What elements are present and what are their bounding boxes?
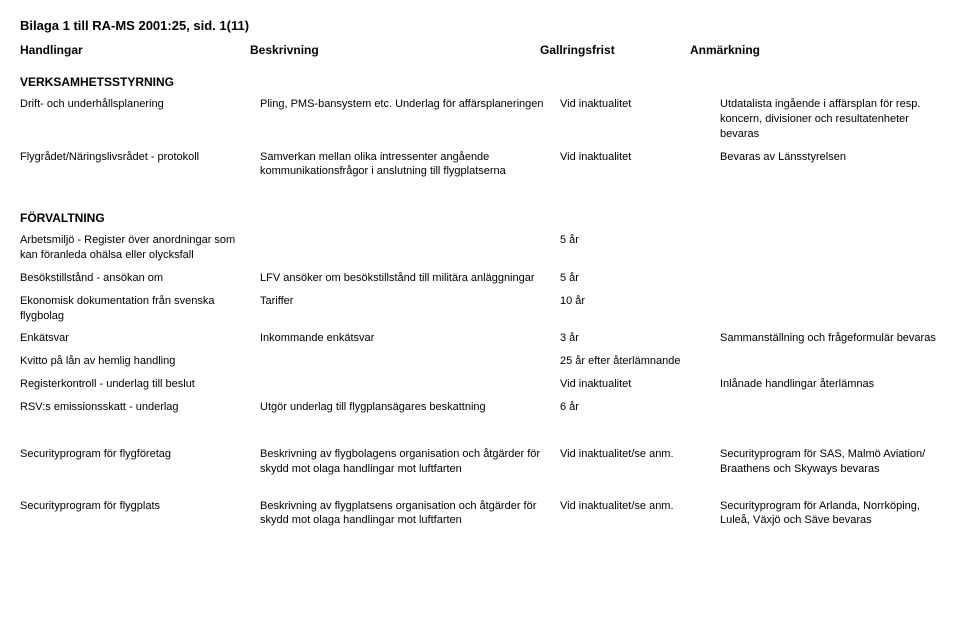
cell-gallringsfrist: Vid inaktualitet [560, 150, 720, 165]
cell-beskrivning: Samverkan mellan olika intressenter angå… [260, 150, 560, 180]
table-row: Flygrådet/Näringslivsrådet - protokoll S… [20, 150, 940, 180]
cell-anmarkning: Utdatalista ingående i affärsplan för re… [720, 97, 940, 142]
header-anmarkning: Anmärkning [690, 43, 940, 57]
cell-handlingar: Besökstillstånd - ansökan om [20, 271, 260, 286]
cell-gallringsfrist: 5 år [560, 233, 720, 248]
cell-handlingar: Drift- och underhållsplanering [20, 97, 260, 112]
cell-gallringsfrist: 25 år efter återlämnande [560, 354, 720, 369]
table-row: Drift- och underhållsplanering Pling, PM… [20, 97, 940, 142]
header-handlingar: Handlingar [20, 43, 250, 57]
section-title-verksamhetsstyrning: VERKSAMHETSSTYRNING [20, 75, 940, 89]
cell-beskrivning: Beskrivning av flygbolagens organisation… [260, 447, 560, 477]
spacer [20, 485, 940, 499]
doc-title: Bilaga 1 till RA-MS 2001:25, sid. 1(11) [20, 18, 940, 33]
cell-handlingar: Arbetsmiljö - Register över anordningar … [20, 233, 260, 263]
cell-gallringsfrist: Vid inaktualitet [560, 377, 720, 392]
table-row: Ekonomisk dokumentation från svenska fly… [20, 294, 940, 324]
cell-beskrivning: Utgör underlag till flygplansägares besk… [260, 400, 560, 415]
cell-gallringsfrist: Vid inaktualitet [560, 97, 720, 112]
cell-beskrivning: Pling, PMS-bansystem etc. Underlag för a… [260, 97, 560, 112]
section-title-forvaltning: FÖRVALTNING [20, 211, 940, 225]
cell-anmarkning: Securityprogram för Arlanda, Norrköping,… [720, 499, 940, 529]
cell-handlingar: Registerkontroll - underlag till beslut [20, 377, 260, 392]
header-gallringsfrist: Gallringsfrist [540, 43, 690, 57]
cell-handlingar: Securityprogram för flygföretag [20, 447, 260, 462]
table-row: RSV:s emissionsskatt - underlag Utgör un… [20, 400, 940, 415]
table-row: Kvitto på lån av hemlig handling 25 år e… [20, 354, 940, 369]
table-row: Registerkontroll - underlag till beslut … [20, 377, 940, 392]
cell-handlingar: Securityprogram för flygplats [20, 499, 260, 514]
cell-anmarkning: Bevaras av Länsstyrelsen [720, 150, 940, 165]
cell-gallringsfrist: Vid inaktualitet/se anm. [560, 447, 720, 462]
column-headers: Handlingar Beskrivning Gallringsfrist An… [20, 43, 940, 57]
cell-handlingar: Flygrådet/Näringslivsrådet - protokoll [20, 150, 260, 165]
cell-beskrivning: LFV ansöker om besökstillstånd till mili… [260, 271, 560, 286]
cell-gallringsfrist: Vid inaktualitet/se anm. [560, 499, 720, 514]
table-row: Besökstillstånd - ansökan om LFV ansöker… [20, 271, 940, 286]
cell-beskrivning: Beskrivning av flygplatsens organisation… [260, 499, 560, 529]
cell-anmarkning: Inlånade handlingar återlämnas [720, 377, 940, 392]
spacer [20, 187, 940, 201]
cell-handlingar: Kvitto på lån av hemlig handling [20, 354, 260, 369]
header-beskrivning: Beskrivning [250, 43, 540, 57]
cell-gallringsfrist: 3 år [560, 331, 720, 346]
cell-handlingar: Enkätsvar [20, 331, 260, 346]
cell-handlingar: Ekonomisk dokumentation från svenska fly… [20, 294, 260, 324]
spacer [20, 423, 940, 447]
table-row: Arbetsmiljö - Register över anordningar … [20, 233, 940, 263]
table-row: Securityprogram för flygföretag Beskrivn… [20, 447, 940, 477]
table-row: Enkätsvar Inkommande enkätsvar 3 år Samm… [20, 331, 940, 346]
cell-gallringsfrist: 6 år [560, 400, 720, 415]
cell-beskrivning: Tariffer [260, 294, 560, 309]
cell-handlingar: RSV:s emissionsskatt - underlag [20, 400, 260, 415]
cell-beskrivning: Inkommande enkätsvar [260, 331, 560, 346]
table-row: Securityprogram för flygplats Beskrivnin… [20, 499, 940, 529]
cell-anmarkning: Securityprogram för SAS, Malmö Aviation/… [720, 447, 940, 477]
page: Bilaga 1 till RA-MS 2001:25, sid. 1(11) … [0, 0, 960, 556]
cell-anmarkning: Sammanställning och frågeformulär bevara… [720, 331, 940, 346]
cell-gallringsfrist: 10 år [560, 294, 720, 309]
cell-gallringsfrist: 5 år [560, 271, 720, 286]
